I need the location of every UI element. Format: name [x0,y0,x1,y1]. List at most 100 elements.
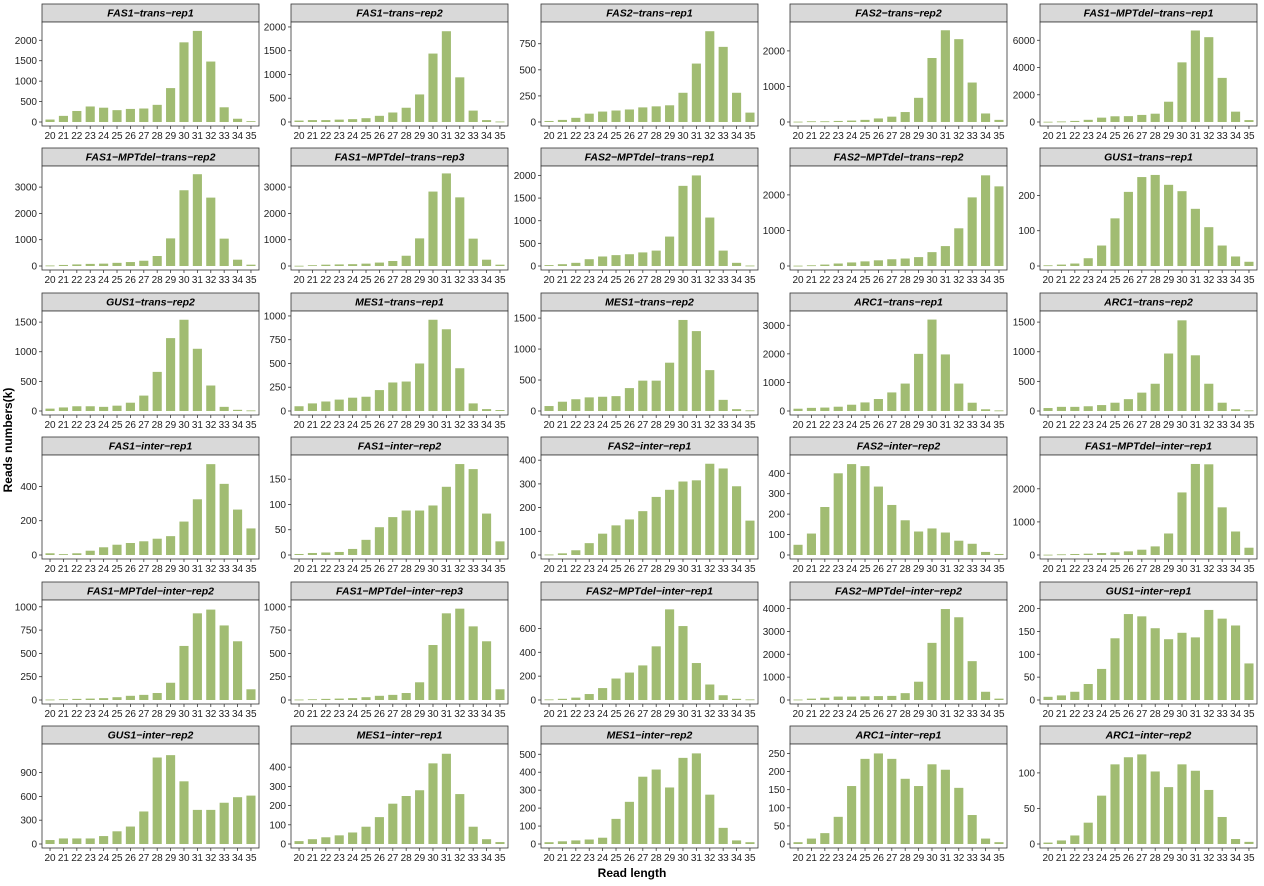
bar-22 [72,264,82,266]
bar-34 [482,839,492,844]
bar-28 [152,371,162,411]
x-tick-label: 35 [245,564,257,575]
x-tick-label: 31 [192,709,204,720]
x-tick-label: 21 [1056,564,1068,575]
bar-30 [428,319,438,411]
bar-33 [718,468,728,555]
x-tick-label: 23 [584,853,596,864]
x-tick-label: 26 [624,853,636,864]
bar-24 [598,533,608,555]
bar-30 [1177,492,1187,555]
y-tick-label: 2000 [763,190,786,201]
bar-24 [99,698,109,700]
bar-31 [1190,637,1200,700]
x-tick-label: 22 [320,420,332,431]
bar-29 [166,682,176,700]
panel-fas1-mptdel-inter-rep2: FAS1−MPTdel−inter−rep2 0 250 500 750 1000 20 21… [15,581,260,720]
y-tick-label: 100 [269,500,286,511]
bar-21 [307,839,317,844]
x-tick-label: 31 [1190,131,1202,142]
panel-title: ARC1−trans−rep2 [1103,297,1193,309]
bar-22 [321,837,331,844]
x-tick-label: 26 [1123,131,1135,142]
bar-32 [455,608,465,700]
y-tick-label: 400 [20,482,37,493]
bar-24 [348,397,358,411]
y-tick-label: 2000 [264,209,287,220]
y-tick-label: 900 [20,768,37,779]
x-tick-label: 28 [651,709,663,720]
panel-arc1-trans-rep1: ARC1−trans−rep1 0 1000 2000 3000 20 21 22 23 24 25… [763,292,1008,431]
panel-title: GUS1−inter−rep1 [1106,586,1192,598]
y-tick-label: 0 [779,551,785,562]
x-tick-label: 35 [744,564,756,575]
bar-30 [927,528,937,555]
bar-20 [45,699,55,701]
bar-33 [219,483,229,555]
bar-23 [85,698,95,700]
x-tick-label: 34 [980,275,992,286]
y-tick-label: 2000 [15,209,38,220]
bar-28 [152,538,162,555]
x-tick-label: 28 [900,853,912,864]
bar-25 [112,697,122,700]
y-tick-label: 200 [1018,604,1035,615]
x-tick-label: 26 [873,709,885,720]
bar-20 [45,553,55,555]
bar-32 [206,809,216,844]
bar-31 [1190,30,1200,123]
bar-24 [598,837,608,844]
x-tick-label: 28 [1150,275,1162,286]
panel-title: ARC1−inter−rep1 [855,730,942,742]
bar-23 [584,543,594,555]
bar-27 [388,261,398,266]
panel-title: FAS2−MPTdel−inter−rep1 [586,586,713,598]
x-tick-label: 29 [664,853,676,864]
bar-21 [1056,840,1066,844]
bar-22 [820,121,830,123]
x-tick-label: 32 [1203,853,1215,864]
bar-29 [665,362,675,411]
y-tick-label: 200 [768,510,785,521]
x-tick-label: 24 [347,420,359,431]
bar-21 [557,553,567,555]
bar-30 [1177,320,1187,411]
y-tick-label: 250 [519,91,536,102]
bar-32 [455,794,465,844]
x-tick-label: 28 [401,275,413,286]
y-tick-label: 750 [20,626,37,637]
bar-25 [611,396,621,411]
bar-31 [192,174,202,266]
x-tick-label: 34 [980,131,992,142]
x-tick-label: 26 [624,131,636,142]
x-tick-label: 32 [704,853,716,864]
x-tick-label: 29 [913,564,925,575]
panel-fas1-inter-rep2: FAS1−inter−rep2 0 50 100 150 20 21 22 23 24 25 26 27… [269,436,509,575]
bar-26 [125,543,135,555]
bar-33 [967,82,977,122]
bar-33 [1217,245,1227,266]
bar-22 [72,406,82,411]
y-tick-label: 200 [519,672,536,683]
x-tick-label: 33 [468,420,480,431]
bar-32 [954,617,964,700]
x-tick-label: 21 [1056,275,1068,286]
panel-title: FAS2−MPTdel−trans−rep2 [834,152,964,164]
x-tick-label: 20 [543,853,555,864]
bar-30 [927,319,937,411]
bar-30 [179,190,189,266]
bar-23 [584,694,594,700]
y-tick-label: 3000 [763,321,786,332]
x-tick-label: 22 [1069,275,1081,286]
x-tick-label: 31 [441,131,453,142]
y-tick-label: 600 [20,792,37,803]
bar-26 [1123,614,1133,700]
bar-28 [651,646,661,700]
bar-29 [1164,639,1174,700]
x-tick-label: 28 [900,131,912,142]
bar-34 [233,641,243,700]
bar-31 [940,609,950,700]
x-tick-label: 23 [334,275,346,286]
bar-23 [85,263,95,266]
y-tick-label: 1000 [1013,517,1036,528]
